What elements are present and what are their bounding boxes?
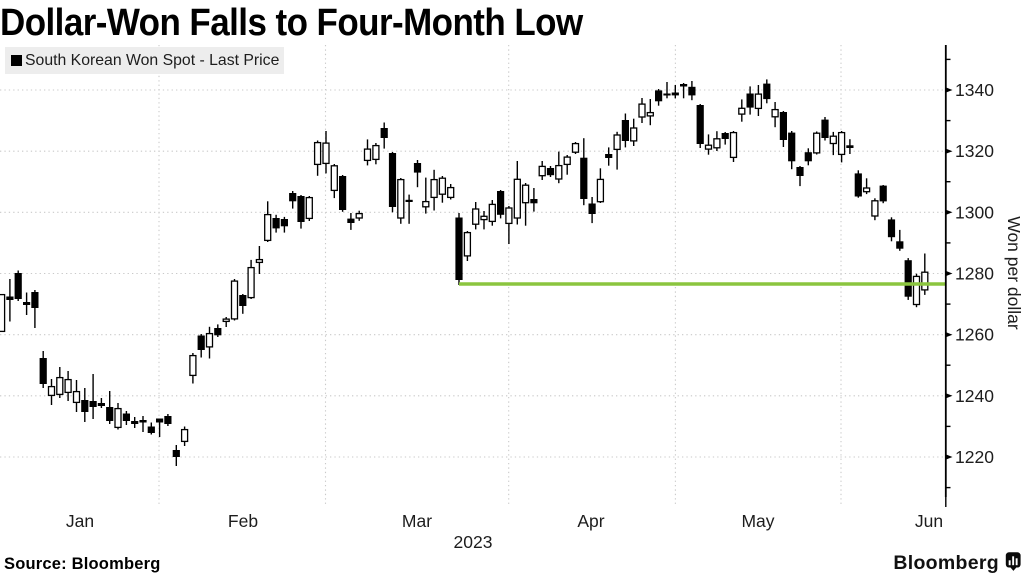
svg-text:Feb: Feb — [228, 511, 258, 531]
svg-text:Won per dollar: Won per dollar — [1004, 216, 1024, 330]
svg-text:2023: 2023 — [454, 532, 493, 552]
svg-text:1320: 1320 — [955, 141, 994, 161]
svg-text:Jan: Jan — [66, 511, 94, 531]
svg-text:Jun: Jun — [915, 511, 943, 531]
svg-text:1300: 1300 — [955, 202, 994, 222]
svg-text:1280: 1280 — [955, 264, 994, 284]
svg-text:1220: 1220 — [955, 447, 994, 467]
svg-text:Mar: Mar — [402, 511, 432, 531]
svg-text:Apr: Apr — [577, 511, 604, 531]
svg-text:May: May — [741, 511, 774, 531]
svg-text:1240: 1240 — [955, 386, 994, 406]
svg-text:1340: 1340 — [955, 80, 994, 100]
svg-text:1260: 1260 — [955, 325, 994, 345]
